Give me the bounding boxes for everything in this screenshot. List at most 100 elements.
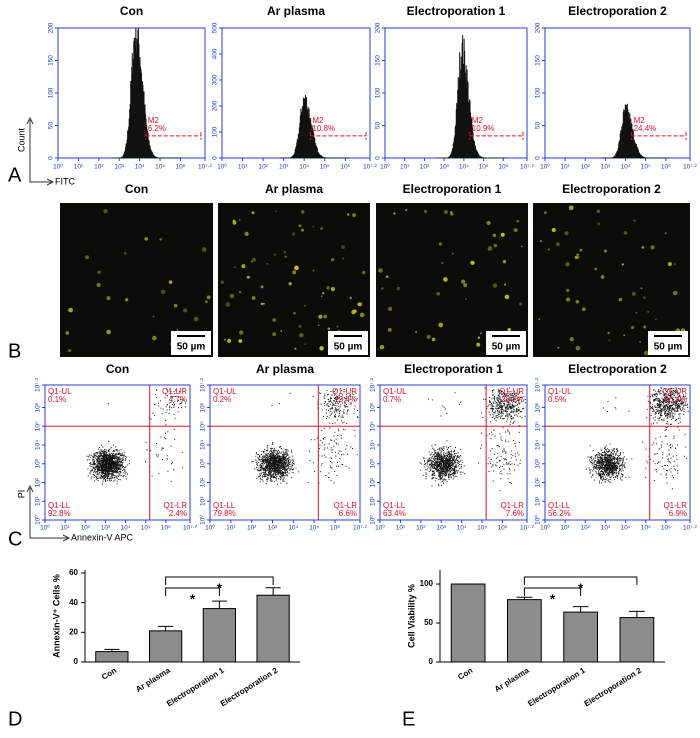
cell-spot <box>438 322 444 328</box>
event <box>272 477 274 479</box>
event <box>120 462 122 464</box>
event <box>323 454 325 456</box>
event <box>262 462 264 464</box>
cell-spot <box>387 327 392 332</box>
event <box>90 463 92 465</box>
event <box>96 473 98 475</box>
event <box>343 409 345 411</box>
event <box>500 436 502 438</box>
event <box>166 389 168 391</box>
event <box>439 462 441 464</box>
event <box>106 454 108 456</box>
event <box>490 431 492 433</box>
event <box>502 466 504 468</box>
event <box>281 463 283 465</box>
event <box>282 463 284 465</box>
event <box>672 407 674 409</box>
event <box>278 469 280 471</box>
event <box>433 458 435 460</box>
event <box>122 470 124 472</box>
event <box>117 465 119 467</box>
event <box>281 473 283 475</box>
event <box>329 439 331 441</box>
event <box>666 399 668 401</box>
event <box>615 397 617 399</box>
event <box>441 473 443 475</box>
event <box>273 476 275 478</box>
event <box>275 457 277 459</box>
event <box>291 463 293 465</box>
event <box>286 454 288 456</box>
event <box>338 465 340 467</box>
cell-spot <box>538 318 541 321</box>
event <box>511 396 513 398</box>
event <box>276 469 278 471</box>
event <box>270 458 272 460</box>
event <box>335 397 337 399</box>
event <box>448 459 450 461</box>
event <box>434 463 436 465</box>
event <box>264 461 266 463</box>
event <box>659 414 661 416</box>
event <box>267 463 269 465</box>
event <box>98 465 100 467</box>
event <box>116 457 118 459</box>
event <box>105 458 107 460</box>
cell-spot <box>499 236 501 238</box>
event <box>670 396 672 398</box>
event <box>489 450 491 452</box>
event <box>496 404 498 406</box>
event <box>103 454 105 456</box>
event <box>115 464 117 466</box>
event <box>499 466 501 468</box>
event <box>493 412 495 414</box>
event <box>459 403 461 405</box>
event <box>504 404 506 406</box>
event <box>500 412 502 414</box>
event <box>658 406 660 408</box>
event <box>272 457 274 459</box>
event <box>263 468 265 470</box>
event <box>487 405 489 407</box>
event <box>279 469 281 471</box>
event <box>507 416 509 418</box>
event <box>108 468 110 470</box>
event <box>517 397 519 399</box>
x-tick-label: 10³ <box>279 164 289 171</box>
event <box>333 410 335 412</box>
event <box>443 467 445 469</box>
event <box>168 402 170 404</box>
event <box>104 476 106 478</box>
event <box>439 464 441 466</box>
event <box>102 466 104 468</box>
event <box>113 471 115 473</box>
event <box>267 455 269 457</box>
event <box>286 469 288 471</box>
event <box>332 449 334 451</box>
event <box>116 468 118 470</box>
cell-spot <box>405 208 408 212</box>
event <box>443 466 445 468</box>
event <box>105 469 107 471</box>
event <box>279 478 281 480</box>
event <box>655 392 657 394</box>
event <box>104 468 106 470</box>
event <box>423 466 425 468</box>
event <box>454 465 456 467</box>
event <box>116 456 118 458</box>
event <box>454 466 456 468</box>
event <box>324 447 326 449</box>
event <box>499 398 501 400</box>
cell-spot <box>298 224 302 228</box>
event <box>262 466 264 468</box>
event <box>509 414 511 416</box>
event <box>108 470 110 472</box>
event <box>275 470 277 472</box>
event <box>438 463 440 465</box>
event <box>520 411 522 413</box>
event <box>486 407 488 409</box>
x-tick-label: 10⁵ <box>320 164 330 171</box>
event <box>112 465 114 467</box>
cell-spot <box>359 312 365 318</box>
event <box>97 463 99 465</box>
